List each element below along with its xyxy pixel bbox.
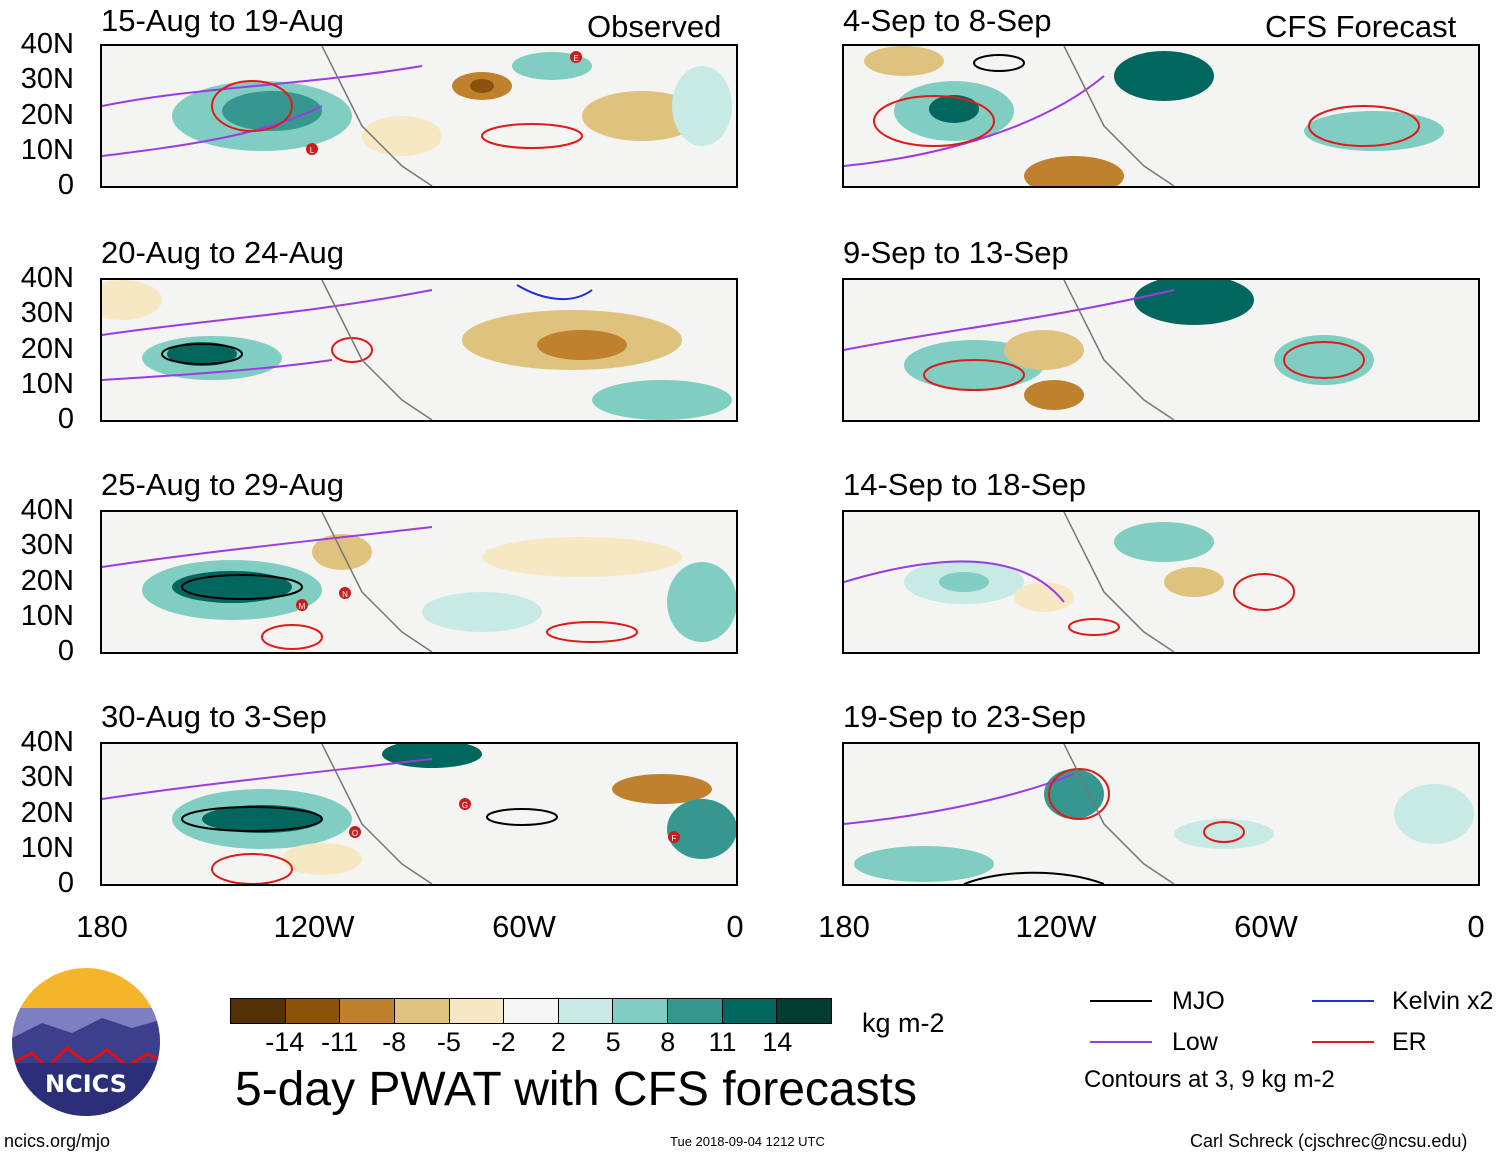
lat-label: 10N [20, 600, 74, 632]
figure-title: 5-day PWAT with CFS forecasts [235, 1063, 917, 1116]
lon-label: 60W [1234, 909, 1298, 944]
lat-label: 0 [57, 867, 74, 899]
colorbar [230, 998, 832, 1024]
colorbar-label: 11 [708, 1027, 737, 1057]
legend-er: ER [1392, 1028, 1427, 1056]
lon-label: 180 [818, 909, 870, 944]
panel-title-obs-1: 15-Aug to 19-Aug [101, 3, 345, 38]
storm-marker-L [306, 143, 318, 155]
lat-label: 10N [20, 832, 74, 864]
lon-label: 120W [1015, 909, 1097, 944]
legend-line-er [1312, 1041, 1374, 1043]
colorbar-swatch [777, 999, 832, 1023]
colorbar-swatch [504, 999, 559, 1023]
colorbar-label: 5 [605, 1027, 621, 1057]
storm-marker-E [570, 51, 582, 63]
colorbar-label: 8 [660, 1027, 676, 1057]
colorbar-swatch [449, 999, 505, 1023]
ncics-logo: NCICS [12, 968, 160, 1116]
map-panel-fcst-4 [842, 742, 1480, 886]
lat-label: 30N [20, 63, 74, 95]
lat-label: 40N [20, 262, 74, 294]
legend-kelvin: Kelvin x2 [1392, 987, 1494, 1015]
colorbar-label: -8 [382, 1027, 407, 1057]
colorbar-label: 14 [762, 1027, 793, 1057]
cfs-forecast-label: CFS Forecast [1265, 9, 1457, 44]
colorbar-swatch [558, 999, 614, 1023]
colorbar-swatch [668, 999, 723, 1023]
panel-title-obs-4: 30-Aug to 3-Sep [101, 699, 327, 734]
colorbar-swatch [722, 999, 778, 1023]
panel-title-fcst-1: 4-Sep to 8-Sep [843, 3, 1052, 38]
colorbar-swatch [231, 999, 286, 1023]
lon-label: 120W [273, 909, 355, 944]
lat-label: 0 [57, 403, 74, 435]
map-panel-fcst-2 [842, 278, 1480, 422]
colorbar-label: -11 [320, 1027, 358, 1057]
panel-title-fcst-3: 14-Sep to 18-Sep [843, 467, 1087, 502]
storm-marker-label: G [462, 801, 468, 810]
storm-marker-label: E [573, 54, 578, 63]
lat-label: 20N [20, 333, 74, 365]
lat-label: 30N [20, 761, 74, 793]
colorbar-label: 2 [550, 1027, 566, 1057]
legend-line-low [1090, 1041, 1152, 1043]
map-panel-obs-4: O G F [100, 742, 738, 886]
panel-title-fcst-4: 19-Sep to 23-Sep [843, 699, 1087, 734]
lat-label: 10N [20, 368, 74, 400]
map-panel-fcst-3 [842, 510, 1480, 654]
legend-line-kelvin [1312, 1000, 1374, 1002]
lat-label: 20N [20, 797, 74, 829]
lon-label: 180 [76, 909, 128, 944]
panel-title-fcst-2: 9-Sep to 13-Sep [843, 235, 1069, 270]
lat-label: 0 [57, 635, 74, 667]
lat-label: 30N [20, 529, 74, 561]
lon-label: 0 [1467, 909, 1485, 944]
lon-label: 60W [492, 909, 556, 944]
storm-marker-label: F [672, 834, 677, 843]
colorbar-swatch [394, 999, 450, 1023]
lat-label: 40N [20, 28, 74, 60]
colorbar-label: -14 [265, 1027, 305, 1057]
observed-label: Observed [587, 9, 722, 44]
lat-label: 10N [20, 134, 74, 166]
map-panel-fcst-1 [842, 44, 1480, 188]
lat-label: 20N [20, 565, 74, 597]
lat-label: 30N [20, 297, 74, 329]
colorbar-label: -5 [436, 1027, 461, 1057]
storm-marker-label: N [342, 590, 348, 599]
storm-marker-O [349, 826, 361, 838]
panel-title-obs-2: 20-Aug to 24-Aug [101, 235, 345, 270]
lat-label: 40N [20, 494, 74, 526]
colorbar-label: -2 [491, 1027, 516, 1057]
storm-marker-label: M [299, 602, 306, 611]
lat-label: 0 [57, 169, 74, 201]
storm-marker-N [339, 587, 351, 599]
storm-marker-M [296, 599, 308, 611]
legend-note: Contours at 3, 9 kg m-2 [1084, 1066, 1335, 1093]
storm-marker-label: O [352, 829, 358, 838]
panel-title-obs-3: 25-Aug to 29-Aug [101, 467, 345, 502]
map-panel-obs-3: M N [100, 510, 738, 654]
colorbar-swatch [340, 999, 395, 1023]
footer-timestamp: Tue 2018-09-04 1212 UTC [670, 1134, 825, 1149]
colorbar-units: kg m-2 [862, 1008, 945, 1038]
lat-label: 20N [20, 99, 74, 131]
lat-label: 40N [20, 726, 74, 758]
logo-text: NCICS [45, 1070, 127, 1098]
map-panel-obs-1: L E [100, 44, 738, 188]
storm-marker-G [459, 798, 471, 810]
legend-low: Low [1172, 1028, 1218, 1056]
colorbar-swatch [613, 999, 669, 1023]
storm-marker-F [668, 831, 680, 843]
footer-url[interactable]: ncics.org/mjo [4, 1131, 111, 1151]
footer-credit: Carl Schreck (cjschrec@ncsu.edu) [1190, 1131, 1468, 1151]
legend-mjo: MJO [1172, 987, 1225, 1015]
legend-line-mjo [1090, 1000, 1152, 1002]
storm-marker-label: L [310, 146, 315, 155]
map-panel-obs-2 [100, 278, 738, 422]
lon-label: 0 [726, 909, 744, 944]
colorbar-swatch [285, 999, 341, 1023]
